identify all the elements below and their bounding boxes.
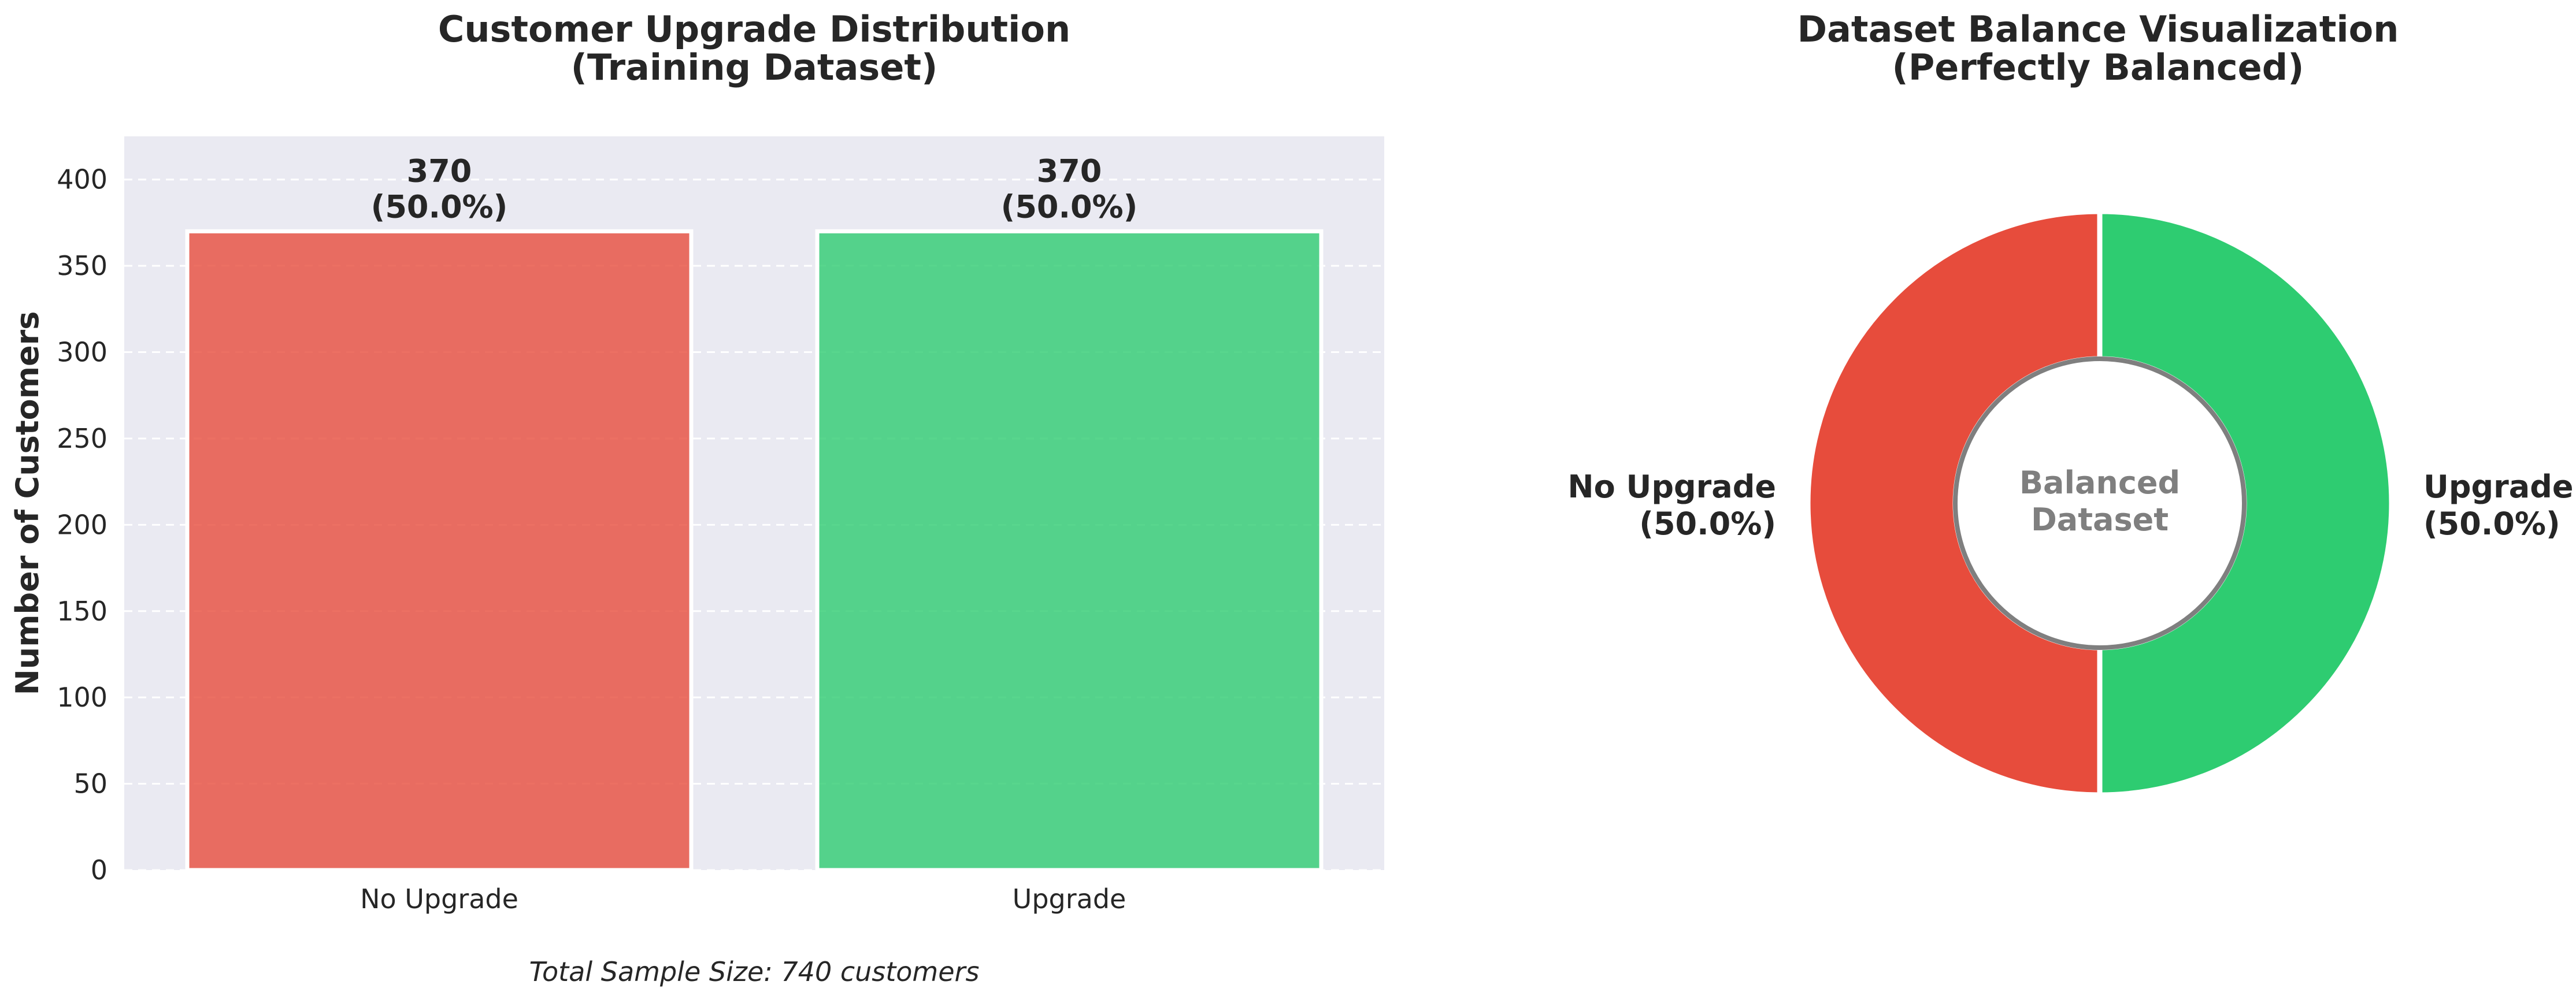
bar-percent-label: (50.0%): [1001, 188, 1138, 225]
donut-slice-name-label: Upgrade: [2423, 469, 2574, 505]
bar-x-ticks: No Upgrade Upgrade: [360, 883, 1126, 915]
bar-x-tick-label: Upgrade: [1013, 883, 1126, 915]
bar-chart: Customer Upgrade Distribution (Training …: [9, 8, 1384, 987]
bar-no-upgrade: [185, 229, 694, 872]
bar-bars: [185, 229, 1324, 872]
bar-y-tick-label: 0: [91, 854, 108, 886]
donut-chart-title: Dataset Balance Visualization: [1797, 8, 2399, 50]
bar-y-tick-label: 350: [57, 250, 108, 281]
donut-center-text-line1: Balanced: [2019, 465, 2180, 501]
bar-value-label: 370: [1037, 153, 1102, 189]
donut-center-circle: [1953, 356, 2247, 650]
bar-y-tick-label: 300: [57, 337, 108, 368]
bar-y-ticks: 0 50 100 150 200 250 300 350 400: [57, 164, 108, 886]
bar-chart-title: Customer Upgrade Distribution: [438, 8, 1070, 50]
donut-slice-percent-label: (50.0%): [2423, 506, 2560, 542]
sample-size-footnote: Total Sample Size: 740 customers: [529, 956, 980, 987]
bar-y-tick-label: 50: [73, 768, 108, 800]
bar-x-tick-label: No Upgrade: [360, 883, 518, 915]
bar-y-tick-label: 100: [57, 682, 108, 713]
donut-slice-percent-label: (50.0%): [1639, 506, 1776, 542]
donut-center-text-line2: Dataset: [2031, 501, 2169, 538]
bar-chart-subtitle: (Training Dataset): [571, 46, 938, 88]
bar-y-axis-label: Number of Customers: [9, 311, 46, 696]
bar-y-tick-label: 400: [57, 164, 108, 195]
bar-upgrade: [815, 229, 1324, 872]
donut-slice-labels: Upgrade(50.0%)No Upgrade(50.0%): [1567, 469, 2573, 542]
bar-y-tick-label: 200: [57, 509, 108, 540]
bar-y-tick-label: 250: [57, 423, 108, 454]
bar-percent-label: (50.0%): [371, 188, 508, 225]
donut-chart-subtitle: (Perfectly Balanced): [1892, 46, 2304, 88]
bar-value-label: 370: [407, 153, 472, 189]
donut-chart: Dataset Balance Visualization (Perfectly…: [1567, 8, 2574, 798]
bar-y-tick-label: 150: [57, 596, 108, 627]
bar-data-labels: 370(50.0%)370(50.0%): [371, 153, 1138, 225]
donut-slice-name-label: No Upgrade: [1567, 469, 1776, 505]
